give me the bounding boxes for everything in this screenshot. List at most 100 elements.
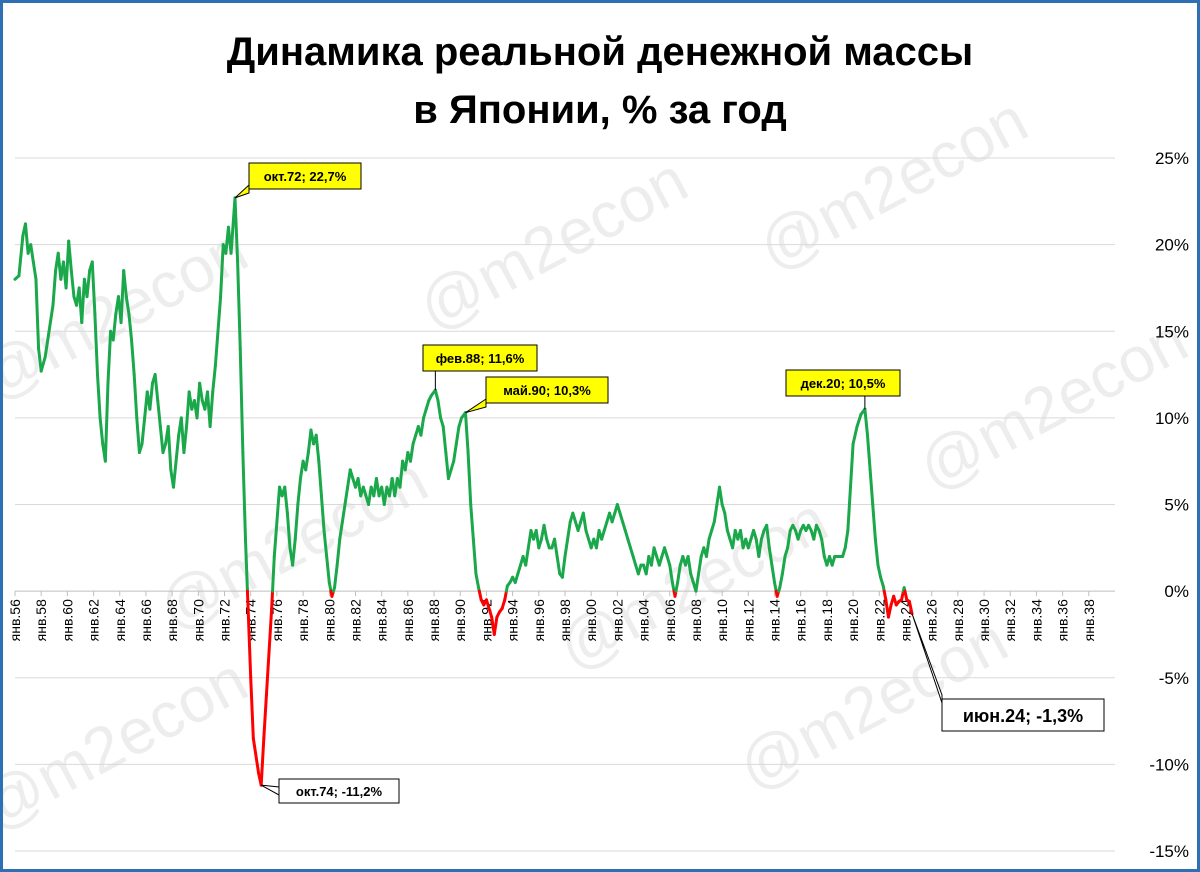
series-segment [348, 468, 355, 481]
series-segment [576, 520, 583, 532]
series-segment [694, 572, 701, 593]
x-tick-label: янв.22 [871, 599, 887, 641]
x-tick-label: янв.24 [897, 599, 913, 641]
annotation-label: фев.88; 11,6% [436, 351, 525, 366]
series-segment [267, 606, 274, 654]
series-segment [820, 537, 826, 558]
series-segment [876, 563, 883, 579]
x-tick-label: янв.04 [636, 599, 652, 641]
series-segment [868, 468, 875, 506]
x-tick-label: янв.86 [400, 599, 416, 641]
series-segment [39, 355, 47, 373]
series-segment [333, 563, 339, 590]
series-segment [439, 416, 445, 429]
series-segment [780, 554, 787, 576]
series-segment [725, 528, 732, 541]
series-segment [153, 373, 160, 403]
series-segment [262, 693, 268, 740]
series-segment [652, 546, 659, 558]
series-segment [454, 425, 461, 446]
series-segment [636, 563, 643, 576]
series-segment [213, 329, 220, 368]
series-segment [689, 572, 695, 584]
y-tick-label: 20% [1155, 236, 1189, 255]
series-segment [663, 546, 669, 558]
annotations: окт.72; 22,7% окт.74; -11,2% фев.88; 11,6%… [234, 162, 1105, 804]
annotation-label: дек.20; 10,5% [801, 376, 886, 391]
series-segment [610, 511, 617, 524]
series-segment [581, 511, 588, 532]
x-tick-label: янв.68 [164, 599, 180, 641]
y-tick-label: 15% [1155, 322, 1189, 341]
chart-svg: @m2econ @m2econ @m2econ@m2econ@m2econ @m2ec… [3, 30, 1197, 861]
series-segment [241, 451, 247, 541]
watermark-text: @m2econ [3, 643, 259, 844]
annotation-box [785, 369, 901, 397]
series-segment [767, 546, 774, 567]
series-segment [411, 433, 418, 446]
series-segment [182, 425, 189, 455]
series-segment [463, 411, 470, 455]
series-segment [626, 537, 632, 550]
series-segment [80, 277, 86, 325]
series-segment [238, 347, 245, 455]
annotation-box [485, 376, 609, 404]
series-segment [93, 312, 99, 377]
series-segment [338, 520, 344, 541]
annotation-callout: июн.24; -1,3% [911, 613, 1105, 732]
series-segment [216, 295, 223, 333]
series-segment [718, 485, 724, 506]
y-tick-label: -5% [1159, 669, 1189, 688]
series-segment [542, 523, 549, 541]
series-segment [161, 442, 168, 455]
series-segment [296, 477, 302, 506]
series-segment [127, 312, 134, 342]
series-segment [198, 381, 204, 403]
annotation-box [422, 344, 538, 372]
series-segment [285, 511, 292, 550]
series-segment [251, 736, 258, 758]
annotation-label: окт.72; 22,7% [264, 169, 347, 184]
series-segment [140, 416, 147, 446]
series-segment [752, 528, 758, 541]
series-segment [103, 381, 110, 463]
series-segment [492, 615, 499, 636]
x-tick-label: янв.16 [793, 599, 809, 641]
annotation-callout: окт.72; 22,7% [234, 162, 362, 199]
series-segment [621, 520, 627, 532]
series-segment [325, 554, 331, 584]
series-segment [474, 572, 481, 590]
annotation-label: окт.74; -11,2% [296, 784, 383, 799]
series-segment [665, 554, 672, 567]
watermark-text: @m2econ [407, 143, 699, 344]
x-tick-label: янв.00 [583, 599, 599, 641]
series-segment [98, 416, 105, 446]
series-segment [243, 537, 249, 593]
series-segment [340, 503, 347, 524]
series-segment [436, 399, 443, 420]
series-segment [259, 736, 266, 787]
annotation-box [248, 162, 362, 190]
series-segment [96, 373, 102, 420]
series-segment [873, 537, 880, 567]
x-tick-label: янв.30 [976, 599, 992, 641]
series-segment [566, 520, 572, 541]
series-segment [293, 503, 300, 541]
series-segment [707, 528, 714, 541]
series-segment [553, 537, 559, 558]
series-segment [166, 425, 173, 472]
annotation-box [941, 698, 1105, 732]
series-segment [615, 503, 622, 515]
series-segment [720, 503, 727, 515]
series-segment [668, 563, 674, 584]
series-segment [841, 546, 847, 558]
annotation-pointer [234, 183, 250, 199]
series-segment [710, 520, 716, 532]
series-segment [419, 416, 426, 437]
x-tick-label: янв.62 [86, 599, 102, 641]
series-segment [757, 537, 763, 558]
series-segment [770, 563, 777, 584]
series-segment [275, 485, 282, 524]
series-segment [765, 523, 771, 550]
series-segment [69, 269, 76, 299]
